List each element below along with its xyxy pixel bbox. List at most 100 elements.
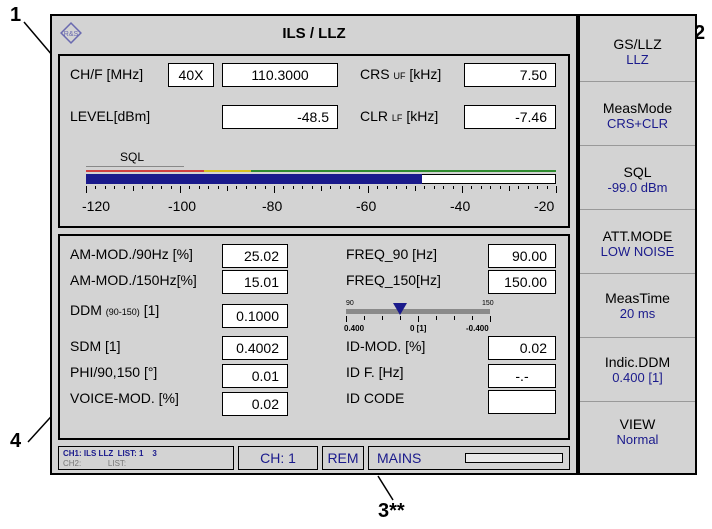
callout-4: 4 [10,430,22,452]
callout-3: 3** [378,500,405,522]
idcode-value-field [488,390,556,414]
scale-tick [236,186,238,189]
ch1-status-line: CH1: ILS LLZ LIST: 1 3 [63,449,157,458]
scale-tick [142,186,144,189]
ddm-tick [346,316,347,322]
clr-value-field: -7.46 [464,105,556,129]
level-bar [86,170,556,186]
scale-tick [274,186,275,193]
softkey-meastime[interactable]: MeasTime 20 ms [580,274,695,338]
scale-label: -60 [356,198,377,214]
scale-tick [433,186,435,189]
scale-tick [170,186,172,189]
scale-tick [86,186,87,193]
ddm-tick [436,316,437,320]
instrument-screen: R&S ILS / LLZ CH/F [MHz] 40X 110.3000 CR… [50,14,578,475]
am150-value-field: 15.01 [222,270,288,294]
level-label: LEVEL[dBm] [70,108,151,124]
scale-label: -20 [534,198,555,214]
scale-tick [527,186,529,189]
am90-value-field: 25.02 [222,244,288,268]
scale-tick [151,186,153,189]
softkey-measmode[interactable]: MeasMode CRS+CLR [580,82,695,146]
idcode-label: ID CODE [346,390,405,406]
scale-tick [189,186,191,189]
level-bar-green-segment [250,170,556,172]
softkey-att-mode[interactable]: ATT.MODE LOW NOISE [580,210,695,274]
ddm-tick [454,316,455,320]
ddm-tick [382,316,383,320]
freq150-value-field: 150.00 [488,270,556,294]
scale-tick [330,186,332,189]
mains-label: MAINS [377,450,422,466]
freq150-label: FREQ_150[Hz] [346,272,441,288]
scale-tick [462,186,463,193]
softkey-view[interactable]: VIEW Normal [616,416,659,447]
scale-tick [471,186,473,189]
scale-tick [349,186,351,189]
ch2-status-line: CH2: LIST: [63,459,127,468]
voice-value-field: 0.02 [222,392,288,416]
scale-tick [443,186,445,189]
am150-label: AM-MOD./150Hz[%] [70,272,197,288]
scale-tick [198,186,200,189]
scale-tick [358,186,360,189]
rem-indicator: REM [322,446,364,470]
callout-2: 2 [694,22,706,44]
scale-tick [217,186,219,189]
scale-tick [377,186,379,189]
battery-gauge [465,453,563,463]
clr-label: CLR LF [kHz] [360,108,439,124]
ch-indicator: CH: 1 [238,446,318,470]
softkey-panel: GS/LLZ LLZ MeasMode CRS+CLR SQL -99.0 dB… [578,14,697,475]
scale-tick [368,186,369,193]
ddm-tick [472,316,473,320]
ddm-indicator: 90 150 0.400 0 [1] -0.400 [344,300,496,336]
softkey-sql[interactable]: SQL -99.0 dBm [580,146,695,210]
scale-tick [208,186,210,189]
ddm-indicator-ticks [346,316,491,322]
ddm-tick [400,316,401,320]
phi-value-field: 0.01 [222,364,288,388]
softkey-indic-ddm[interactable]: Indic.DDM 0.400 [1] [580,338,695,402]
scale-tick [161,186,163,189]
idf-value-field: -.- [488,364,556,388]
scale-tick [104,186,106,189]
ddm-indicator-track [346,309,490,314]
chf-frequency-field[interactable]: 110.3000 [222,63,338,87]
scale-tick [405,186,407,189]
scale-tick [518,186,520,189]
scale-tick [452,186,454,189]
scale-tick [537,186,539,189]
am90-label: AM-MOD./90Hz [%] [70,246,193,262]
sql-label: SQL [120,150,145,164]
scale-tick [114,186,116,189]
chf-channel-field[interactable]: 40X [168,63,214,87]
ddm-scale-left: 0.400 [344,324,365,333]
freq90-label: FREQ_90 [Hz] [346,246,438,262]
ddm-tick [418,316,419,322]
page-title: ILS / LLZ [282,25,346,42]
ddm-indicator-90-label: 90 [346,300,354,307]
scale-tick [227,186,228,191]
softkey-gs-llz[interactable]: GS/LLZ LLZ [580,16,695,82]
svg-text:R&S: R&S [64,31,79,38]
scale-tick [283,186,285,189]
scale-tick [123,186,125,189]
idmod-value-field: 0.02 [488,336,556,360]
phi-label: PHI/90,150 [°] [70,364,158,380]
ddm-scale-mid: 0 [1] [410,324,427,333]
level-scale-labels: -120 -100 -80 -60 -40 -20 [82,198,556,216]
scale-tick [264,186,266,189]
crs-label: CRS UF [kHz] [360,66,442,82]
scale-label: -100 [168,198,197,214]
scale-tick [424,186,426,189]
scale-tick [255,186,257,189]
scale-tick [396,186,398,189]
ddm-tick [490,316,491,322]
scale-label: -120 [82,198,111,214]
chf-label: CH/F [MHz] [70,66,144,82]
scale-tick [499,186,501,189]
scale-tick [339,186,341,189]
ddm-pointer-icon [393,303,407,315]
